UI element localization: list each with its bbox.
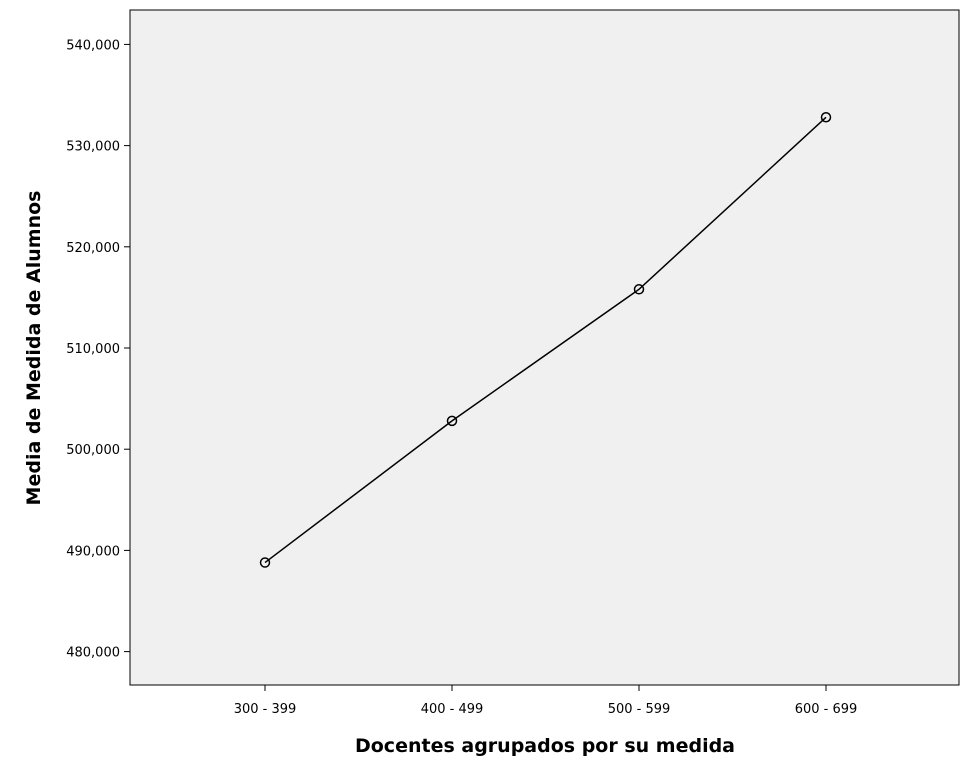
x-axis: 300 - 399 400 - 499 500 - 599 600 - 699: [234, 685, 858, 717]
y-axis: 480,000 490,000 500,000 510,000 520,000 530,0…: [66, 38, 130, 661]
y-tick-label: 520,000: [66, 241, 120, 256]
x-tick-label: 300 - 399: [234, 702, 297, 717]
data-point-marker: [259, 557, 271, 568]
data-point-marker: [446, 415, 458, 427]
y-tick-label: 480,000: [66, 646, 120, 661]
y-tick-label: 530,000: [66, 140, 120, 155]
data-point-marker: [633, 284, 645, 295]
y-tick-label: 490,000: [66, 544, 120, 559]
x-axis-title: Docentes agrupados por su medida: [355, 735, 735, 757]
x-tick-label: 600 - 699: [795, 702, 858, 717]
y-axis-title: Media de Medida de Alumnos: [23, 191, 45, 506]
series-line: [264, 116, 827, 564]
series-group: [259, 112, 832, 568]
data-point-marker: [820, 112, 832, 123]
y-tick-label: 510,000: [66, 342, 120, 357]
x-tick-label: 400 - 499: [421, 702, 484, 717]
y-tick-label: 540,000: [66, 38, 120, 53]
y-tick-label: 500,000: [66, 443, 120, 458]
x-tick-label: 500 - 599: [608, 702, 671, 717]
plot-area: [129, 9, 960, 686]
